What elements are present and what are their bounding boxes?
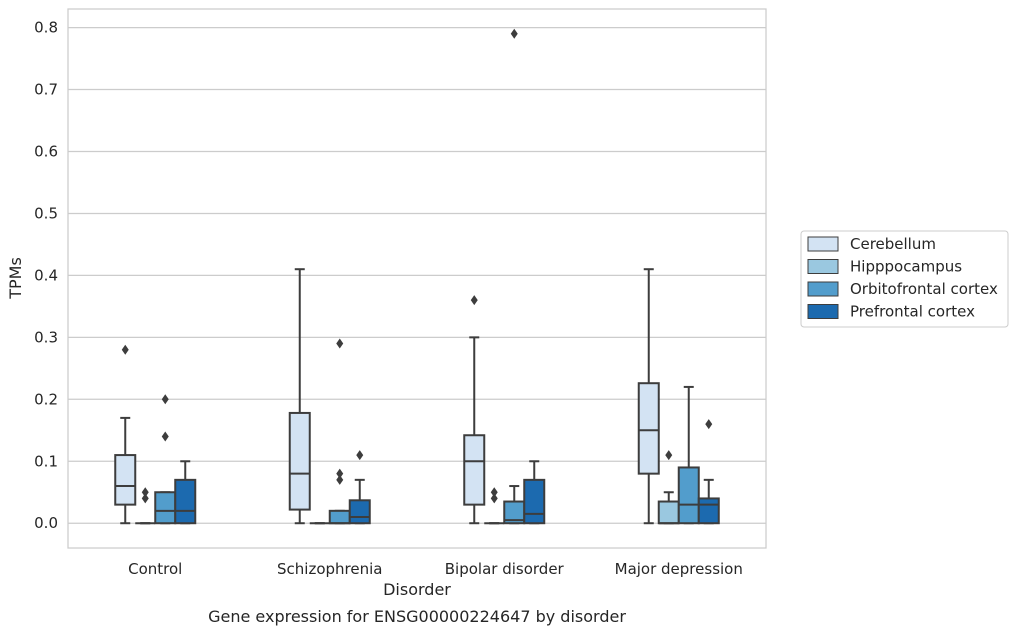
y-tick-label: 0.8 <box>34 19 58 37</box>
box-series <box>114 28 720 525</box>
box-body <box>697 497 720 525</box>
outlier-point <box>470 295 478 306</box>
box-body <box>637 382 660 475</box>
series-prefrontal-cortex <box>174 419 720 525</box>
box-body <box>523 478 546 525</box>
chart-caption: Gene expression for ENSG00000224647 by d… <box>208 607 626 626</box>
outlier-point <box>490 493 498 504</box>
outlier-point <box>121 344 129 355</box>
legend-label: Hipppocampus <box>850 258 962 276</box>
box <box>523 460 546 525</box>
legend-swatch <box>807 236 839 252</box>
outlier-point <box>141 487 149 498</box>
box <box>328 338 351 525</box>
legend-label: Prefrontal cortex <box>850 303 975 321</box>
box-body <box>328 509 351 525</box>
outlier-point <box>336 468 344 479</box>
box-body <box>114 454 137 506</box>
legend-frame <box>800 230 1009 328</box>
y-tick-labels: 0.0 0.1 0.2 0.3 0.4 0.5 0.6 0.7 0.8 <box>34 19 58 533</box>
y-tick-label: 0.7 <box>34 81 58 99</box>
y-tick-label: 0.1 <box>34 452 58 470</box>
outlier-point <box>510 28 518 39</box>
x-tick-label: Control <box>128 560 182 578</box>
box <box>348 450 371 525</box>
box <box>637 268 660 525</box>
legend-label: Orbitofrontal cortex <box>850 280 998 298</box>
x-tick-label: Major depression <box>615 560 743 578</box>
outlier-point <box>490 487 498 498</box>
box <box>463 295 486 525</box>
legend-swatch <box>807 304 839 319</box>
y-tick-label: 0.3 <box>34 328 58 346</box>
x-axis-title: Disorder <box>383 580 451 599</box>
y-tick-label: 0.2 <box>34 390 58 408</box>
series-cerebellum <box>114 268 660 525</box>
box <box>697 419 720 525</box>
box-body <box>154 491 177 525</box>
outlier-point <box>705 419 713 430</box>
box-body <box>348 499 371 525</box>
y-tick-label: 0.6 <box>34 142 58 160</box>
plot-area-frame <box>67 8 767 549</box>
outlier-point <box>336 474 344 485</box>
box <box>114 344 137 525</box>
y-tick-label: 0.5 <box>34 204 58 222</box>
outlier-point <box>141 493 149 504</box>
x-tick-labels: Control Schizophrenia Bipolar disorder Majo… <box>128 560 743 578</box>
grid-lines <box>68 26 766 524</box>
box <box>135 487 156 525</box>
outlier-point <box>161 394 169 405</box>
outlier-point <box>336 338 344 349</box>
box <box>677 385 700 525</box>
x-tick-label: Bipolar disorder <box>445 560 565 578</box>
box-body <box>657 500 680 525</box>
y-axis-title: TPMs <box>6 257 25 300</box>
box <box>657 450 680 525</box>
box-body <box>677 466 700 525</box>
legend: Cerebellum Hipppocampus Orbitofrontal cort… <box>800 230 1009 328</box>
box <box>154 394 177 525</box>
box-body <box>463 434 486 506</box>
outlier-point <box>356 450 364 461</box>
box <box>174 460 197 525</box>
box-body <box>174 478 197 525</box>
y-tick-label: 0.4 <box>34 266 58 284</box>
x-tick-label: Schizophrenia <box>277 560 382 578</box>
box <box>484 487 505 525</box>
legend-swatch <box>807 259 839 274</box>
box-body <box>288 411 311 511</box>
series-hipppocampus <box>135 450 680 525</box>
y-tick-label: 0.0 <box>34 514 58 532</box>
box <box>288 268 311 525</box>
legend-label: Cerebellum <box>850 235 936 253</box>
legend-swatch <box>807 281 839 297</box>
outlier-point <box>665 450 673 461</box>
outlier-point <box>161 431 169 442</box>
